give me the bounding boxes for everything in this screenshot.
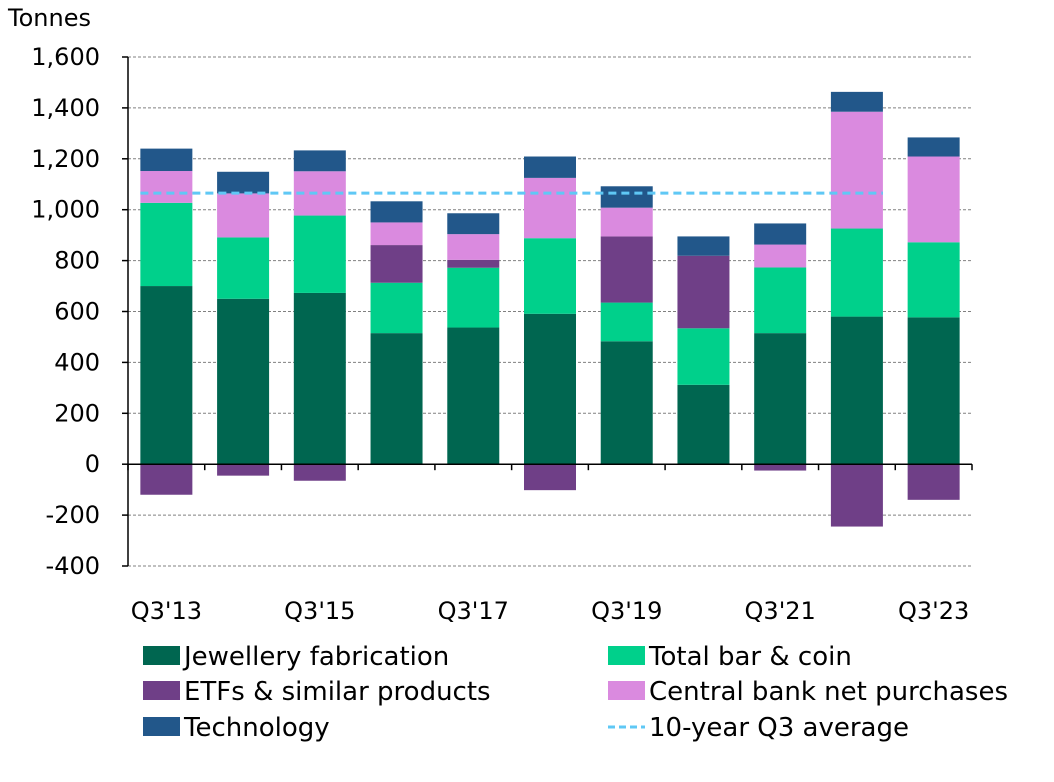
bar-segment [600, 302, 653, 342]
x-tick-label: Q3'21 [745, 597, 816, 625]
bar-segment [140, 202, 193, 287]
bars [140, 91, 960, 527]
legend-swatch [608, 681, 645, 700]
bar-segment [447, 327, 500, 465]
bar-segment [524, 156, 576, 178]
bar-segment [600, 341, 653, 465]
bar-segment [140, 286, 193, 465]
bar-segment [293, 464, 346, 481]
bar-segment [677, 255, 730, 329]
legend-swatch [143, 681, 180, 700]
y-axis-unit-label: Tonnes [7, 4, 91, 32]
x-tick-label: Q3'17 [438, 597, 509, 625]
bar-segment [754, 464, 807, 471]
x-tick-label: Q3'13 [131, 597, 202, 625]
axes [122, 56, 973, 567]
bar-segment [447, 234, 500, 260]
bar-segment [217, 193, 270, 238]
bar-segment [830, 464, 883, 527]
bar-segment [140, 464, 193, 495]
y-tick-label: 1,000 [31, 196, 100, 224]
bar-segment [754, 333, 807, 465]
bar-segment [830, 316, 883, 465]
x-tick-label: Q3'15 [284, 597, 355, 625]
bar-segment [677, 384, 730, 465]
x-tick-label: Q3'23 [898, 597, 969, 625]
y-tick-label: 800 [54, 247, 100, 275]
y-tick-label: 200 [54, 399, 100, 427]
bar-segment [907, 137, 960, 157]
bar-segment [907, 156, 960, 243]
legend: Jewellery fabrication Total bar & coin ETF… [143, 642, 1008, 743]
bar-segment [293, 215, 346, 293]
y-tick-label: 1,400 [31, 94, 100, 122]
bar-segment [140, 148, 193, 172]
bar-segment [830, 228, 883, 317]
legend-label: Technology [183, 713, 330, 743]
bar-segment [907, 242, 960, 318]
bar-segment [677, 328, 730, 385]
bar-segment [370, 222, 423, 246]
bar-segment [677, 236, 730, 256]
bar-segment [370, 201, 423, 223]
legend-label: Jewellery fabrication [182, 642, 449, 672]
y-tick-label: 1,600 [31, 43, 100, 71]
y-tick-label: 1,200 [31, 145, 100, 173]
bar-segment [370, 282, 423, 334]
legend-label: 10-year Q3 average [649, 713, 909, 743]
bar-segment [907, 317, 960, 465]
bar-segment [217, 298, 270, 465]
bar-segment [524, 238, 576, 314]
bar-segment [524, 464, 576, 491]
legend-label: Total bar & coin [648, 642, 852, 672]
y-tick-label: 400 [54, 348, 100, 376]
legend-swatch [143, 646, 180, 665]
x-tick-label: Q3'19 [591, 597, 662, 625]
legend-swatch [608, 646, 645, 665]
bar-segment [217, 464, 270, 476]
bar-segment [600, 236, 653, 303]
bar-segment [447, 259, 500, 268]
y-tick-label: -200 [46, 501, 100, 529]
bar-segment [754, 244, 807, 268]
bar-segment [830, 111, 883, 229]
bar-segment [447, 267, 500, 328]
legend-label: Central bank net purchases [649, 677, 1008, 707]
bar-segment [140, 171, 193, 203]
legend-swatch [143, 717, 180, 736]
bar-segment [907, 464, 960, 500]
bar-segment [600, 186, 653, 208]
bar-segment [754, 223, 807, 245]
y-tick-label: 600 [54, 298, 100, 326]
bar-segment [370, 245, 423, 283]
legend-label: ETFs & similar products [184, 677, 491, 707]
bar-segment [830, 91, 883, 112]
bar-segment [524, 313, 576, 465]
x-tick-labels: Q3'13 Q3'15 Q3'17 Q3'19 Q3'21 Q3'23 [131, 597, 970, 625]
bar-segment [217, 171, 270, 194]
bar-segment [524, 177, 576, 239]
y-tick-labels: 1,600 1,400 1,200 1,000 800 600 400 200 0 -200 -40… [31, 43, 100, 580]
bar-segment [600, 207, 653, 237]
y-tick-label: 0 [85, 450, 100, 478]
bar-segment [370, 333, 423, 465]
bar-segment [754, 267, 807, 334]
bar-segment [217, 237, 270, 299]
y-tick-label: -400 [46, 552, 100, 580]
bar-segment [293, 292, 346, 465]
bar-segment [293, 150, 346, 172]
bar-segment [447, 213, 500, 235]
